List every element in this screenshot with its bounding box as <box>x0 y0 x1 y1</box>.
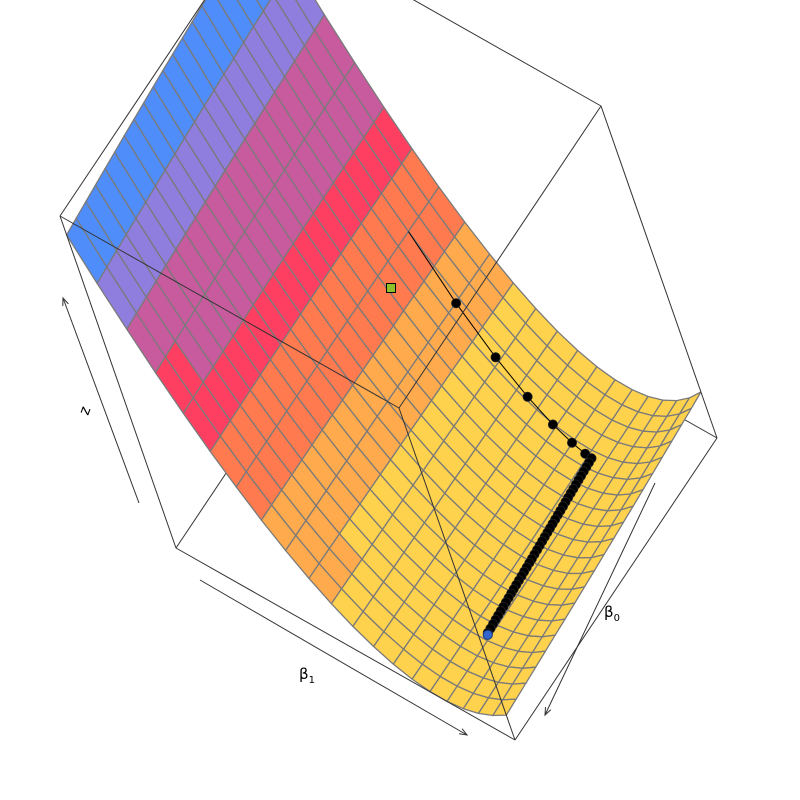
start-marker <box>386 283 396 293</box>
descent-point <box>490 352 501 363</box>
descent-point <box>522 391 533 402</box>
end-marker <box>482 629 493 640</box>
beta0-symbol: β <box>604 603 614 621</box>
surface-facet <box>492 698 517 717</box>
beta1-subscript: 1 <box>309 675 315 686</box>
beta1-axis-label: β1 <box>299 665 315 686</box>
beta0-axis-arrow <box>544 482 656 716</box>
start-end-markers <box>386 283 493 640</box>
box-edge <box>59 215 400 409</box>
box-edge <box>514 437 718 741</box>
beta0-axis-label: β0 <box>604 603 620 624</box>
box-edge <box>412 0 602 107</box>
beta0-axis-arrow-head <box>544 706 552 717</box>
surface-mesh <box>65 0 702 717</box>
box-edge <box>175 547 516 741</box>
beta1-axis-arrow <box>199 579 468 736</box>
gradient-descent-path <box>407 231 597 638</box>
z-axis-label: z <box>75 404 95 418</box>
box-edge <box>59 215 177 549</box>
z-axis-arrow-head <box>62 296 69 307</box>
box-edge <box>600 105 718 439</box>
box-edge <box>398 105 602 409</box>
beta0-subscript: 0 <box>614 613 620 624</box>
descent-point <box>567 437 578 448</box>
surface-facet <box>255 0 272 12</box>
axis-arrows <box>62 296 656 736</box>
descent-point <box>547 419 558 430</box>
beta1-symbol: β <box>299 665 309 683</box>
box-edge <box>398 407 516 741</box>
z-axis-arrow <box>62 297 140 504</box>
bounding-box-front-edges <box>59 0 718 741</box>
descent-point <box>451 298 462 309</box>
box-edge <box>59 0 206 217</box>
beta1-axis-arrow-head <box>459 728 469 736</box>
